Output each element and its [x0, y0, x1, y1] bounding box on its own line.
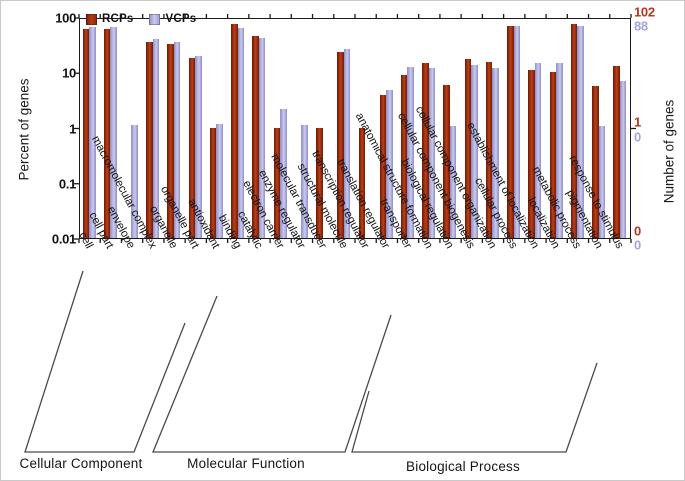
- group-label-cellular-component: Cellular Component: [19, 456, 143, 471]
- y2-mid-purple: 0: [634, 129, 641, 145]
- rcp-bar: [570, 24, 578, 238]
- rcp-bar: [507, 25, 514, 238]
- vcp-bar: [386, 90, 393, 238]
- vcp-bar: [237, 28, 245, 238]
- rcp-bar: [231, 23, 238, 238]
- y-tick-0.01: 0.01: [51, 231, 76, 247]
- vcp-bar: [110, 27, 117, 238]
- y2-top-purple: 88: [634, 18, 648, 34]
- vcp-bar: [195, 56, 202, 238]
- vcp-bar: [428, 67, 436, 238]
- rcp-bar: [273, 127, 281, 238]
- vcp-bar: [577, 25, 584, 238]
- biological-process-bracket: [351, 362, 598, 453]
- vcp-bar: [513, 26, 521, 238]
- rcp-bar: [464, 58, 472, 238]
- rcp-bar: [485, 61, 493, 238]
- rcp-bar: [400, 75, 408, 238]
- vcp-bar: [449, 126, 457, 238]
- rcp-bar: [167, 44, 174, 238]
- rcp-bar: [379, 94, 387, 238]
- vcp-bar: [343, 49, 351, 238]
- cellular-component-bracket: [24, 270, 186, 453]
- vcp-bar: [301, 125, 308, 238]
- group-label-biological-process: Biological Process: [406, 459, 520, 474]
- rcp-bar: [252, 35, 259, 238]
- rcp-bar: [146, 42, 153, 238]
- rcp-bar: [82, 29, 89, 238]
- vcp-bar: [280, 108, 287, 238]
- plot-area: [79, 18, 631, 239]
- rcp-bar: [316, 127, 323, 238]
- y-axis-title: Percent of genes: [16, 78, 32, 181]
- rcp-bar: [613, 65, 620, 238]
- rcp-bar: [549, 72, 557, 238]
- molecular-function-bracket: [152, 295, 392, 453]
- rcp-legend-swatch: [86, 13, 97, 25]
- vcp-bar: [89, 27, 96, 238]
- rcp-bar: [188, 58, 196, 238]
- vcp-bar: [492, 67, 499, 238]
- y2-bottom-red: 0: [634, 223, 641, 239]
- vcp-bar: [131, 125, 138, 238]
- y-tick-100: 100: [55, 10, 76, 26]
- rcp-bar: [358, 127, 365, 238]
- rcp-bar: [103, 29, 111, 238]
- vcp-bar: [598, 126, 606, 238]
- vcp-bar: [152, 39, 160, 238]
- rcp-bar: [443, 84, 450, 238]
- vcp-bar: [619, 80, 627, 238]
- vcp-bar: [407, 66, 414, 238]
- rcp-bar: [337, 52, 344, 238]
- vcp-bar: [173, 41, 181, 238]
- vcp-bar: [556, 63, 563, 238]
- legend: RCPs VCPs: [86, 13, 212, 25]
- vcp-bar: [258, 37, 266, 238]
- vcp-legend-swatch: [149, 13, 161, 25]
- vcp-bar: [216, 124, 223, 238]
- rcp-bar: [422, 63, 429, 238]
- y2-top-red: 102: [634, 4, 655, 20]
- rcp-bar: [592, 86, 599, 238]
- vcp-bar: [534, 62, 542, 238]
- vcp-bar: [471, 64, 478, 238]
- y-tick-10: 10: [62, 65, 76, 81]
- vcp-legend-label: VCPs: [165, 13, 197, 25]
- rcp-legend-label: RCPs: [102, 13, 134, 25]
- y2-bottom-purple: 0: [634, 237, 641, 253]
- rcp-bar: [528, 69, 535, 238]
- y-tick-1: 1: [69, 121, 76, 136]
- rcp-bar: [209, 127, 217, 238]
- group-label-molecular-function: Molecular Function: [187, 456, 305, 471]
- y2-mid-red: 1: [634, 114, 641, 130]
- y-tick-0.1: 0.1: [58, 176, 76, 192]
- y2-axis-title: Number of genes: [661, 99, 677, 204]
